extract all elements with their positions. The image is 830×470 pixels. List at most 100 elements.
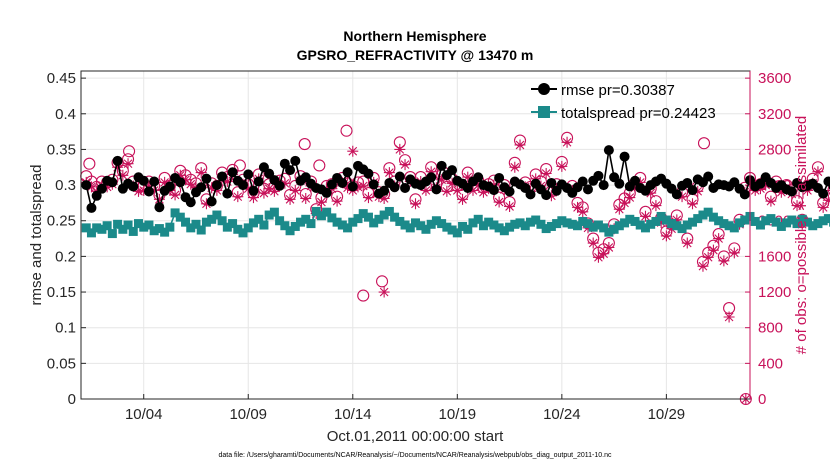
y-axis-label: rmse and totalspread [28,165,45,306]
totalspread-point [604,227,614,237]
totalspread-point [494,223,504,233]
totalspread-point [640,223,650,233]
rmse-point [488,185,499,196]
obs-possible-point [83,157,96,170]
totalspread-point [207,214,217,224]
totalspread-point [379,210,389,220]
rmse-point [447,165,458,176]
totalspread-point [400,220,410,230]
obs-assimilated-point [232,191,244,203]
obs-assimilated-point [221,176,233,188]
y2-axis-ticks: 04008001200160020002400280032003600 [745,70,791,408]
obs-assimilated-point [718,255,730,267]
obs-assimilated-point [132,185,144,197]
totalspread-point [635,220,645,230]
totalspread-point [667,219,677,229]
y2-tick-label: 400 [758,355,783,372]
totalspread-point [818,216,828,226]
obs-assimilated-point [289,184,301,196]
rmse-point [185,197,196,208]
obs-assimilated-point [817,201,829,213]
totalspread-point [92,223,102,233]
rmse-point [143,186,154,197]
totalspread-point [588,222,598,232]
rmse-point [494,172,505,183]
totalspread-point [296,217,306,227]
obs-assimilated-point [587,237,599,249]
obs-assimilated-point [697,260,709,272]
rmse-point [342,167,353,178]
obs-assimilated-point [462,171,474,183]
totalspread-point [625,214,635,224]
totalspread-point [724,221,734,231]
rmse-point [149,176,160,187]
totalspread-point [614,221,624,231]
totalspread-point [567,219,577,229]
obs-possible-point [123,145,136,158]
obs-assimilated-point [357,180,369,192]
rmse-point [786,186,797,197]
obs-assimilated-point [692,185,704,197]
rmse-point [818,188,829,199]
totalspread-point [139,222,149,232]
totalspread-point [290,221,300,231]
obs-assimilated-point [300,192,312,204]
obs-assimilated-point [707,244,719,256]
y-tick-label: 0.25 [47,213,76,230]
totalspread-point [552,219,562,229]
obs-assimilated-point [410,198,421,210]
totalspread-point [186,223,196,233]
totalspread-point [343,223,353,233]
totalspread-point [113,219,123,229]
totalspread-point [243,223,253,233]
totalspread-point [468,218,478,228]
obs-assimilated-point [477,186,489,198]
rmse-point [227,167,238,178]
obs-assimilated-point [624,192,636,204]
legend-rmse-label: rmse pr=0.30387 [561,82,675,99]
totalspread-point [698,210,708,220]
y-tick-label: 0.35 [47,141,76,158]
totalspread-point [609,224,619,234]
rmse-point [128,181,139,192]
obs-assimilated-point [352,181,364,193]
y-tick-label: 0.4 [55,106,76,123]
totalspread-point [573,221,583,231]
obs-assimilated-point [472,179,484,191]
totalspread-point [541,224,551,234]
totalspread-point [337,220,347,230]
y-tick-label: 0.15 [47,284,76,301]
totalspread-point [463,224,473,234]
totalspread-point [703,207,713,217]
totalspread-point [557,216,567,226]
obs-assimilated-point [655,217,667,229]
totalspread-point [238,228,248,238]
totalspread-point [599,223,609,233]
totalspread-point [259,220,269,230]
rmse-point [823,176,830,187]
y2-tick-label: 1600 [758,248,791,265]
x-axis-ticks: 10/04 10/09 10/14 10/19 10/24 10/29 [125,394,685,423]
rmse-point [206,196,217,207]
totalspread-point [107,229,117,239]
x-tick-label: 10/19 [439,406,477,423]
totalspread-point [416,221,426,231]
rmse-point [630,175,641,186]
rmse-point [321,187,332,198]
totalspread-point [656,211,666,221]
rmse-point [426,172,437,183]
obs-assimilated-point [378,286,390,298]
obs-assimilated-point [451,184,463,196]
totalspread-point [217,216,227,226]
x-tick-label: 10/29 [648,406,686,423]
obs-possible-point [298,138,311,151]
totalspread-point [311,206,321,216]
obs-assimilated-point [723,311,735,323]
obs-assimilated-point [211,184,223,196]
obs-assimilated-point [394,143,406,155]
obs-assimilated-point [383,167,395,179]
totalspread-point [719,219,729,229]
totalspread-point [458,221,468,231]
rmse-point [91,190,102,201]
rmse-point [290,155,301,166]
